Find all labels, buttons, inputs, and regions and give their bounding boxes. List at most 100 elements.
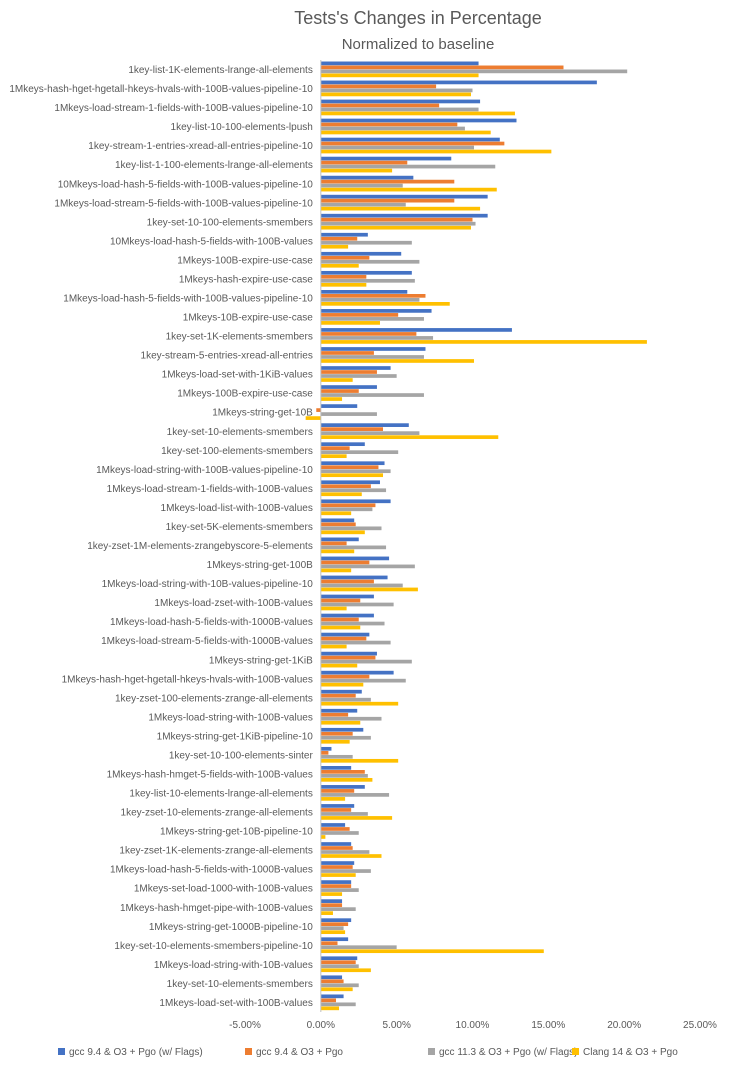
bar-45-series-3 bbox=[320, 930, 346, 935]
bar-38-series-2 bbox=[320, 793, 390, 797]
bar-32-series-2 bbox=[320, 678, 406, 683]
bar-38-series-1 bbox=[320, 789, 355, 793]
category-label-28: 1Mkeys-load-zset-with-100B-values bbox=[154, 598, 312, 609]
category-label-42: 1Mkeys-load-hash-5-fields-with-1000B-val… bbox=[110, 865, 313, 876]
x-tick-label-5: 20.00% bbox=[607, 1020, 641, 1031]
bar-27-series-0 bbox=[320, 575, 388, 580]
bar-23-series-2 bbox=[320, 507, 373, 512]
bar-13-series-0 bbox=[320, 309, 432, 313]
bar-46-series-1 bbox=[320, 941, 338, 946]
category-label-34: 1Mkeys-load-string-with-100B-values bbox=[148, 712, 313, 723]
category-label-45: 1Mkeys-string-get-1000B-pipeline-10 bbox=[149, 922, 313, 933]
category-label-46: 1key-set-10-elements-smembers-pipeline-1… bbox=[114, 941, 313, 952]
bar-41-series-1 bbox=[320, 846, 353, 850]
bar-7-series-3 bbox=[320, 206, 481, 211]
bar-20-series-0 bbox=[320, 442, 365, 447]
bar-2-series-2 bbox=[320, 107, 479, 112]
bar-3-series-3 bbox=[320, 130, 491, 135]
bar-37-series-0 bbox=[320, 766, 352, 770]
category-label-17: 1Mkeys-100B-expire-use-case bbox=[177, 389, 313, 400]
bar-35-series-1 bbox=[320, 731, 353, 736]
bar-46-series-2 bbox=[320, 945, 397, 950]
category-label-47: 1Mkeys-load-string-with-10B-values bbox=[154, 960, 313, 971]
bar-47-series-2 bbox=[320, 964, 359, 969]
bar-30-series-3 bbox=[320, 644, 347, 649]
bar-6-series-0 bbox=[320, 175, 414, 180]
category-label-2: 1Mkeys-load-stream-1-fields-with-100B-va… bbox=[54, 103, 313, 114]
bar-41-series-3 bbox=[320, 854, 382, 858]
bar-26-series-2 bbox=[320, 564, 415, 569]
bar-45-series-2 bbox=[320, 926, 344, 931]
bar-38-series-0 bbox=[320, 785, 365, 789]
category-label-24: 1key-set-5K-elements-smembers bbox=[166, 522, 313, 533]
category-label-22: 1Mkeys-load-stream-1-fields-with-100B-va… bbox=[107, 484, 313, 495]
bar-47-series-3 bbox=[320, 968, 371, 973]
bar-12-series-0 bbox=[320, 290, 408, 294]
bar-27-series-2 bbox=[320, 583, 403, 588]
bar-8-series-3 bbox=[320, 225, 471, 230]
bar-25-series-1 bbox=[320, 541, 347, 546]
legend-swatch-1 bbox=[245, 1048, 252, 1055]
bar-31-series-2 bbox=[320, 659, 412, 664]
bar-2-series-0 bbox=[320, 99, 481, 104]
category-label-48: 1key-set-10-elements-smembers bbox=[167, 979, 313, 990]
category-label-26: 1Mkeys-string-get-100B bbox=[207, 560, 313, 571]
chart-title: Tests's Changes in Percentage bbox=[294, 8, 542, 28]
bar-21-series-1 bbox=[320, 465, 379, 470]
bar-21-series-3 bbox=[320, 473, 384, 478]
bar-23-series-1 bbox=[320, 503, 376, 508]
bar-41-series-2 bbox=[320, 850, 370, 854]
bar-24-series-0 bbox=[320, 518, 355, 523]
legend-swatch-0 bbox=[58, 1048, 65, 1055]
bar-7-series-1 bbox=[320, 198, 455, 203]
bar-30-series-1 bbox=[320, 636, 367, 641]
bar-22-series-1 bbox=[320, 484, 371, 489]
bar-1-series-1 bbox=[320, 84, 437, 89]
bar-25-series-2 bbox=[320, 545, 387, 550]
bar-27-series-3 bbox=[320, 587, 418, 592]
bar-0-series-0 bbox=[320, 61, 479, 66]
x-tick-label-6: 25.00% bbox=[683, 1020, 717, 1031]
bar-20-series-2 bbox=[320, 450, 399, 455]
bar-28-series-2 bbox=[320, 602, 394, 607]
bar-32-series-0 bbox=[320, 670, 394, 675]
category-label-20: 1key-set-100-elements-smembers bbox=[161, 446, 313, 457]
legend-swatch-3 bbox=[572, 1048, 579, 1055]
bar-37-series-1 bbox=[320, 770, 365, 774]
x-tick-label-2: 5.00% bbox=[382, 1020, 410, 1031]
category-label-10: 1Mkeys-100B-expire-use-case bbox=[177, 255, 313, 266]
category-label-12: 1Mkeys-load-hash-5-fields-with-100B-valu… bbox=[63, 294, 313, 305]
bar-21-series-2 bbox=[320, 469, 391, 474]
category-label-7: 1Mkeys-load-stream-5-fields-with-100B-va… bbox=[54, 198, 313, 209]
bar-12-series-2 bbox=[320, 298, 420, 302]
bar-15-series-3 bbox=[320, 359, 475, 363]
bar-10-series-2 bbox=[320, 259, 420, 264]
bar-16-series-3 bbox=[320, 378, 353, 382]
category-labels: 1key-list-1K-elements-lrange-all-element… bbox=[9, 65, 313, 1009]
x-tick-label-0: -5.00% bbox=[229, 1020, 261, 1031]
bar-44-series-0 bbox=[320, 899, 343, 903]
bar-4-series-1 bbox=[320, 141, 505, 146]
bar-11-series-3 bbox=[320, 282, 367, 287]
bar-14-series-1 bbox=[320, 332, 417, 336]
category-label-9: 10Mkeys-load-hash-5-fields-with-100B-val… bbox=[110, 236, 313, 247]
bar-40-series-1 bbox=[320, 827, 350, 831]
bar-49-series-2 bbox=[320, 1002, 356, 1007]
bar-41-series-0 bbox=[320, 842, 352, 846]
bar-5-series-1 bbox=[320, 160, 408, 165]
bar-10-series-0 bbox=[320, 251, 402, 256]
category-label-0: 1key-list-1K-elements-lrange-all-element… bbox=[128, 65, 313, 76]
category-label-38: 1key-list-10-elements-lrange-all-element… bbox=[129, 789, 312, 800]
bar-5-series-3 bbox=[320, 168, 393, 173]
bar-8-series-2 bbox=[320, 221, 476, 226]
bar-29-series-1 bbox=[320, 617, 359, 622]
bar-47-series-1 bbox=[320, 960, 356, 965]
category-label-44: 1Mkeys-hash-hmget-pipe-with-100B-values bbox=[120, 903, 313, 914]
bar-17-series-0 bbox=[320, 385, 377, 389]
bar-22-series-2 bbox=[320, 488, 387, 493]
bar-7-series-0 bbox=[320, 194, 488, 199]
bar-10-series-1 bbox=[320, 255, 370, 260]
bar-7-series-2 bbox=[320, 202, 406, 207]
category-label-27: 1Mkeys-load-string-with-10B-values-pipel… bbox=[102, 579, 314, 590]
category-label-14: 1key-set-1K-elements-smembers bbox=[166, 332, 313, 343]
